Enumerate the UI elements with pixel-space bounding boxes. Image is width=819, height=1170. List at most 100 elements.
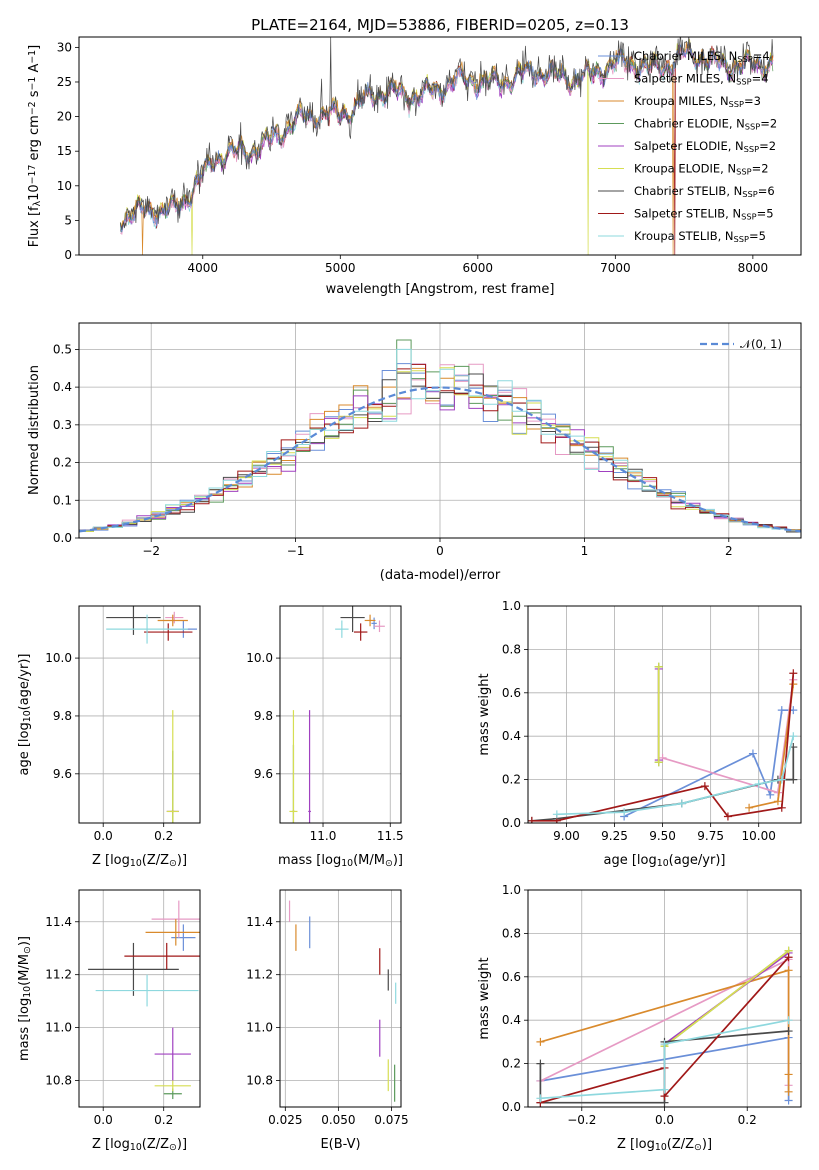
x-tick-label: 0.2: [154, 1113, 173, 1127]
y-tick-label: 0.8: [502, 926, 521, 940]
legend-label-part: Kroupa STELIB, N: [634, 229, 734, 243]
y-tick-label: 25: [57, 75, 72, 89]
spectrum-line-chabrier-miles: [119, 41, 774, 233]
y-axis-label: Normed distribution: [27, 365, 42, 495]
panels-group: 4000 5000 6000 7000 8000051015202530Chabrier…: [17, 36, 802, 1153]
legend-label-part: SSP: [745, 122, 760, 132]
plot-area: [119, 37, 774, 255]
ticks: 0.0 0.2 10.8 11.0 11.2 11.4: [45, 915, 173, 1127]
x-axis-label: Z [log10(Z/Z⊙)]: [92, 1137, 187, 1153]
x-axis-label-part: )]: [177, 853, 187, 868]
y-axis-label-part: )]: [17, 936, 32, 946]
weight-marker: [723, 812, 732, 821]
x-tick-label: 0.2: [154, 829, 173, 843]
weight-line-kroupa-stelib: [540, 1019, 789, 1100]
x-tick-label: 0.0: [94, 829, 113, 843]
plot-area: [79, 339, 801, 533]
weight-marker: [536, 1059, 545, 1068]
ticks: −0.2 0.0 0.2 0.0 0.2 0.4 0.6 0.8 1.0: [502, 883, 757, 1127]
weight-marker: [777, 706, 786, 715]
y-tick-label: 11.4: [45, 915, 72, 929]
x-axis-label-part: (Z/Z: [142, 1137, 169, 1152]
weight-marker: [784, 1027, 793, 1036]
y-axis-label-part: ⊙: [22, 946, 33, 954]
x-axis-label-part: Z [log: [617, 1137, 655, 1152]
weight-line-chabrier-miles: [623, 709, 794, 818]
panel-spectrum: 4000 5000 6000 7000 8000 0 5 10 15 20 25 30 Chabrier…: [27, 36, 802, 297]
y-tick-label: 0.2: [53, 456, 72, 470]
weight-marker: [536, 1094, 545, 1103]
legend-label: Chabrier MILES, NSSP=4: [634, 49, 770, 64]
panel-mass-vs-ebv: 0.025 0.050 0.075 10.8 11.0 11.2 11.4 E(B-V): [246, 889, 409, 1152]
x-axis-label-part: (age/yr)]: [669, 853, 726, 868]
x-tick-label: 0.0: [94, 1113, 113, 1127]
weight-marker: [654, 662, 663, 671]
legend-label-part: SSP: [736, 167, 751, 177]
weight-marker: [552, 810, 561, 819]
histogram-kroupa-stelib: [79, 348, 801, 532]
x-tick-label: 9.50: [649, 829, 676, 843]
legend-label-part: Salpeter ELODIE, N: [634, 139, 744, 153]
x-tick-label: 11.5: [377, 829, 404, 843]
x-tick-label: 8000: [738, 261, 769, 275]
weight-marker: [777, 803, 786, 812]
weight-marker: [745, 803, 754, 812]
weight-line-kroupa-elodie: [663, 950, 790, 1047]
y-axis-label-part: (M/M: [17, 954, 32, 986]
y-tick-label: 0.4: [502, 1013, 521, 1027]
legend-label-part: Chabrier MILES, N: [634, 49, 737, 63]
x-axis-label: Z [log10(Z/Z⊙)]: [92, 853, 187, 869]
legend-label-part: =2: [760, 117, 777, 131]
y-tick-label: 10.0: [45, 651, 72, 665]
legend-label-part: =5: [749, 229, 766, 243]
x-tick-label: 9.75: [697, 829, 724, 843]
y-axis-label-part: ]: [27, 45, 42, 50]
spectrum-line-chabrier-stelib: [119, 37, 774, 230]
legend-label-part: Chabrier ELODIE, N: [634, 117, 745, 131]
x-axis-label: wavelength [Angstrom, rest frame]: [326, 282, 555, 297]
x-tick-label: −1: [287, 544, 305, 558]
y-tick-label: 0.1: [53, 493, 72, 507]
y-tick-label: 0.0: [502, 816, 521, 830]
legend-label: Kroupa MILES, NSSP=3: [634, 94, 761, 109]
plot-area: [106, 606, 197, 823]
y-axis-label-part: s: [27, 90, 42, 101]
x-tick-label: 7000: [600, 261, 631, 275]
weight-marker: [784, 1096, 793, 1105]
legend-label: Salpeter STELIB, NSSP=5: [634, 207, 774, 222]
y-axis-label-part: A: [27, 64, 42, 77]
y-axis-label-part: 10: [27, 184, 42, 201]
x-axis-label-part: )]: [393, 853, 403, 868]
axes-frame: [78, 605, 201, 824]
y-axis-label-part: (age/yr)]: [17, 654, 32, 711]
x-tick-label: 9.25: [601, 829, 628, 843]
legend-label: Chabrier ELODIE, NSSP=2: [634, 117, 777, 132]
x-axis-label: mass [log10(M/M⊙)]: [278, 853, 403, 869]
x-tick-label: 6000: [463, 261, 494, 275]
legend-label-part: SSP: [741, 212, 756, 222]
y-axis-label: mass [log10(M/M⊙)]: [17, 936, 33, 1061]
x-tick-label: −2: [142, 544, 160, 558]
weight-marker: [658, 753, 667, 762]
plot-area: [289, 606, 385, 823]
y-axis-label-part: 10: [22, 986, 33, 998]
y-tick-label: 9.8: [254, 709, 273, 723]
x-tick-label: −0.2: [567, 1113, 596, 1127]
x-tick-label: 9.00: [553, 829, 580, 843]
x-axis-label-part: ⊙: [169, 858, 177, 869]
legend-label-part: Chabrier STELIB, N: [634, 184, 742, 198]
plot-area: [88, 900, 200, 1100]
y-axis-label: mass weight: [477, 957, 492, 1039]
legend-label-part: SSP: [734, 234, 749, 244]
x-axis-label-part: (Z/Z: [142, 853, 169, 868]
ticks: 0.025 0.050 0.075 10.8 11.0 11.2 11.4: [246, 915, 408, 1127]
y-axis-label-part: age [log: [17, 722, 32, 775]
y-axis-label-part: −1: [27, 50, 38, 64]
x-tick-label: 0.0: [655, 1113, 674, 1127]
panel-weight-vs-Z: −0.2 0.0 0.2 0.0 0.2 0.4 0.6 0.8 1.0 Z [log10(Z/Z…: [477, 883, 802, 1153]
x-axis-label-part: )]: [702, 1137, 712, 1152]
ticks: 11.0 11.5 9.6 9.8 10.0: [246, 651, 403, 843]
legend-label-part: =3: [744, 94, 761, 108]
x-tick-label: 0.075: [374, 1113, 408, 1127]
legend-label-part: SSP: [729, 99, 744, 109]
